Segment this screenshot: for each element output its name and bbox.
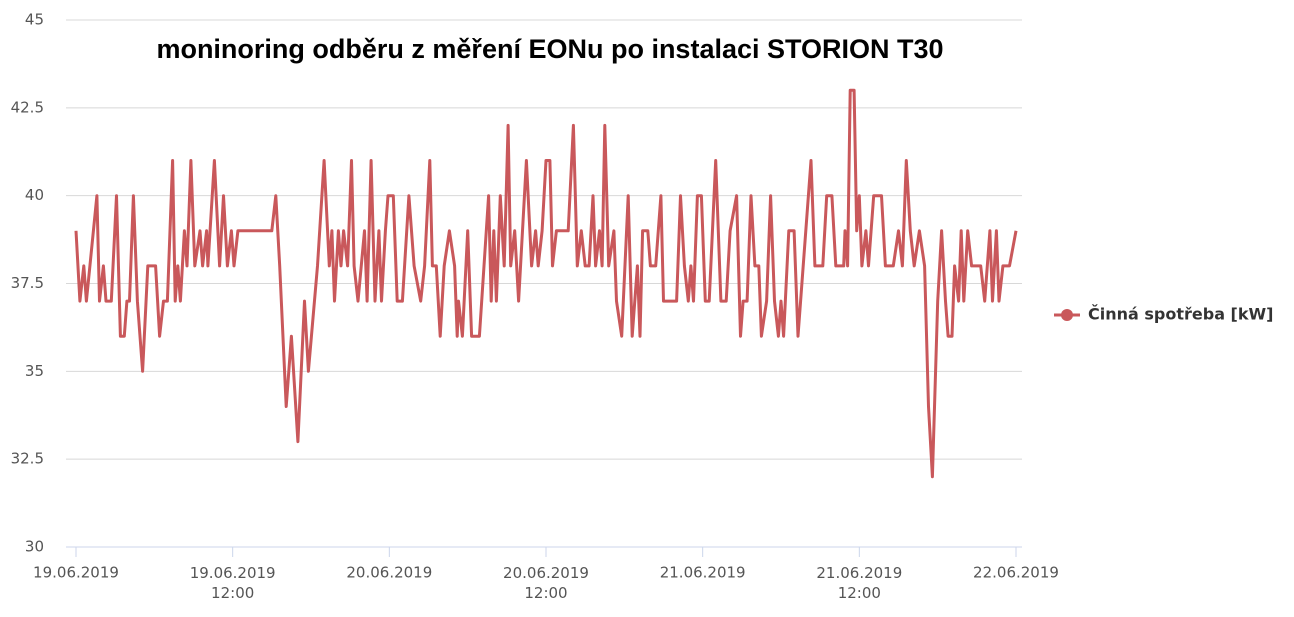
- y-tick-label: 40: [25, 186, 44, 204]
- x-tick-label: 19.06.2019: [33, 564, 119, 582]
- chart-title: moninoring odběru z měření EONu po insta…: [156, 34, 943, 64]
- legend-label: Činná spotřeba [kW]: [1088, 305, 1273, 324]
- legend-marker: [1061, 309, 1073, 321]
- y-tick-label: 37.5: [11, 274, 44, 292]
- y-tick-label: 35: [25, 362, 44, 380]
- data-line: [74, 88, 1018, 479]
- x-tick-label: 20.06.2019: [346, 564, 432, 582]
- x-tick-label: 22.06.2019: [973, 564, 1059, 582]
- y-tick-label: 45: [25, 11, 44, 29]
- x-tick-label: 21.06.2019: [660, 564, 746, 582]
- x-tick-label: 19.06.2019 12:00: [190, 564, 276, 602]
- x-tick-label: 20.06.2019 12:00: [503, 564, 589, 602]
- y-tick-label: 42.5: [11, 98, 44, 116]
- y-tick-label: 32.5: [11, 450, 44, 468]
- x-tick-label: 21.06.2019 12:00: [816, 564, 902, 602]
- y-tick-label: 30: [25, 538, 44, 556]
